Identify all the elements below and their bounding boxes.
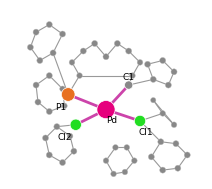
Text: P1: P1 bbox=[55, 103, 66, 112]
Circle shape bbox=[111, 171, 116, 177]
Circle shape bbox=[42, 135, 49, 141]
Circle shape bbox=[114, 40, 120, 46]
Circle shape bbox=[158, 139, 164, 145]
Text: Cl1: Cl1 bbox=[138, 128, 153, 137]
Circle shape bbox=[134, 115, 146, 127]
Circle shape bbox=[69, 60, 75, 65]
Circle shape bbox=[70, 119, 81, 130]
Circle shape bbox=[160, 57, 166, 64]
Circle shape bbox=[54, 124, 60, 130]
Circle shape bbox=[61, 88, 75, 101]
Text: C1: C1 bbox=[123, 73, 135, 82]
Circle shape bbox=[46, 22, 52, 28]
Circle shape bbox=[37, 57, 43, 64]
Circle shape bbox=[160, 167, 166, 173]
Circle shape bbox=[103, 54, 109, 60]
Circle shape bbox=[137, 60, 143, 65]
Circle shape bbox=[60, 160, 66, 166]
Text: Cl2: Cl2 bbox=[57, 133, 72, 143]
Circle shape bbox=[50, 50, 56, 56]
Text: Pd: Pd bbox=[106, 116, 117, 125]
Circle shape bbox=[67, 133, 73, 139]
Circle shape bbox=[184, 152, 190, 158]
Circle shape bbox=[46, 152, 52, 158]
Circle shape bbox=[148, 154, 154, 160]
Circle shape bbox=[46, 73, 52, 79]
Circle shape bbox=[97, 101, 115, 119]
Circle shape bbox=[92, 40, 98, 46]
Circle shape bbox=[173, 141, 179, 147]
Circle shape bbox=[124, 81, 133, 89]
Circle shape bbox=[131, 158, 137, 163]
Circle shape bbox=[151, 98, 156, 103]
Circle shape bbox=[46, 108, 52, 115]
Circle shape bbox=[122, 169, 128, 175]
Circle shape bbox=[60, 86, 65, 92]
Circle shape bbox=[171, 122, 177, 128]
Circle shape bbox=[126, 48, 132, 54]
Circle shape bbox=[60, 31, 66, 37]
Circle shape bbox=[124, 145, 130, 150]
Circle shape bbox=[130, 73, 135, 78]
Circle shape bbox=[165, 82, 171, 88]
Circle shape bbox=[145, 61, 151, 67]
Circle shape bbox=[103, 158, 109, 163]
Circle shape bbox=[80, 48, 86, 54]
Circle shape bbox=[35, 99, 41, 105]
Circle shape bbox=[171, 69, 177, 75]
Circle shape bbox=[71, 148, 77, 154]
Circle shape bbox=[160, 111, 166, 116]
Circle shape bbox=[150, 76, 156, 82]
Circle shape bbox=[113, 145, 118, 150]
Circle shape bbox=[27, 44, 33, 50]
Circle shape bbox=[77, 73, 82, 78]
Circle shape bbox=[175, 165, 181, 171]
Circle shape bbox=[33, 82, 39, 88]
Circle shape bbox=[33, 29, 39, 35]
Circle shape bbox=[61, 103, 67, 109]
